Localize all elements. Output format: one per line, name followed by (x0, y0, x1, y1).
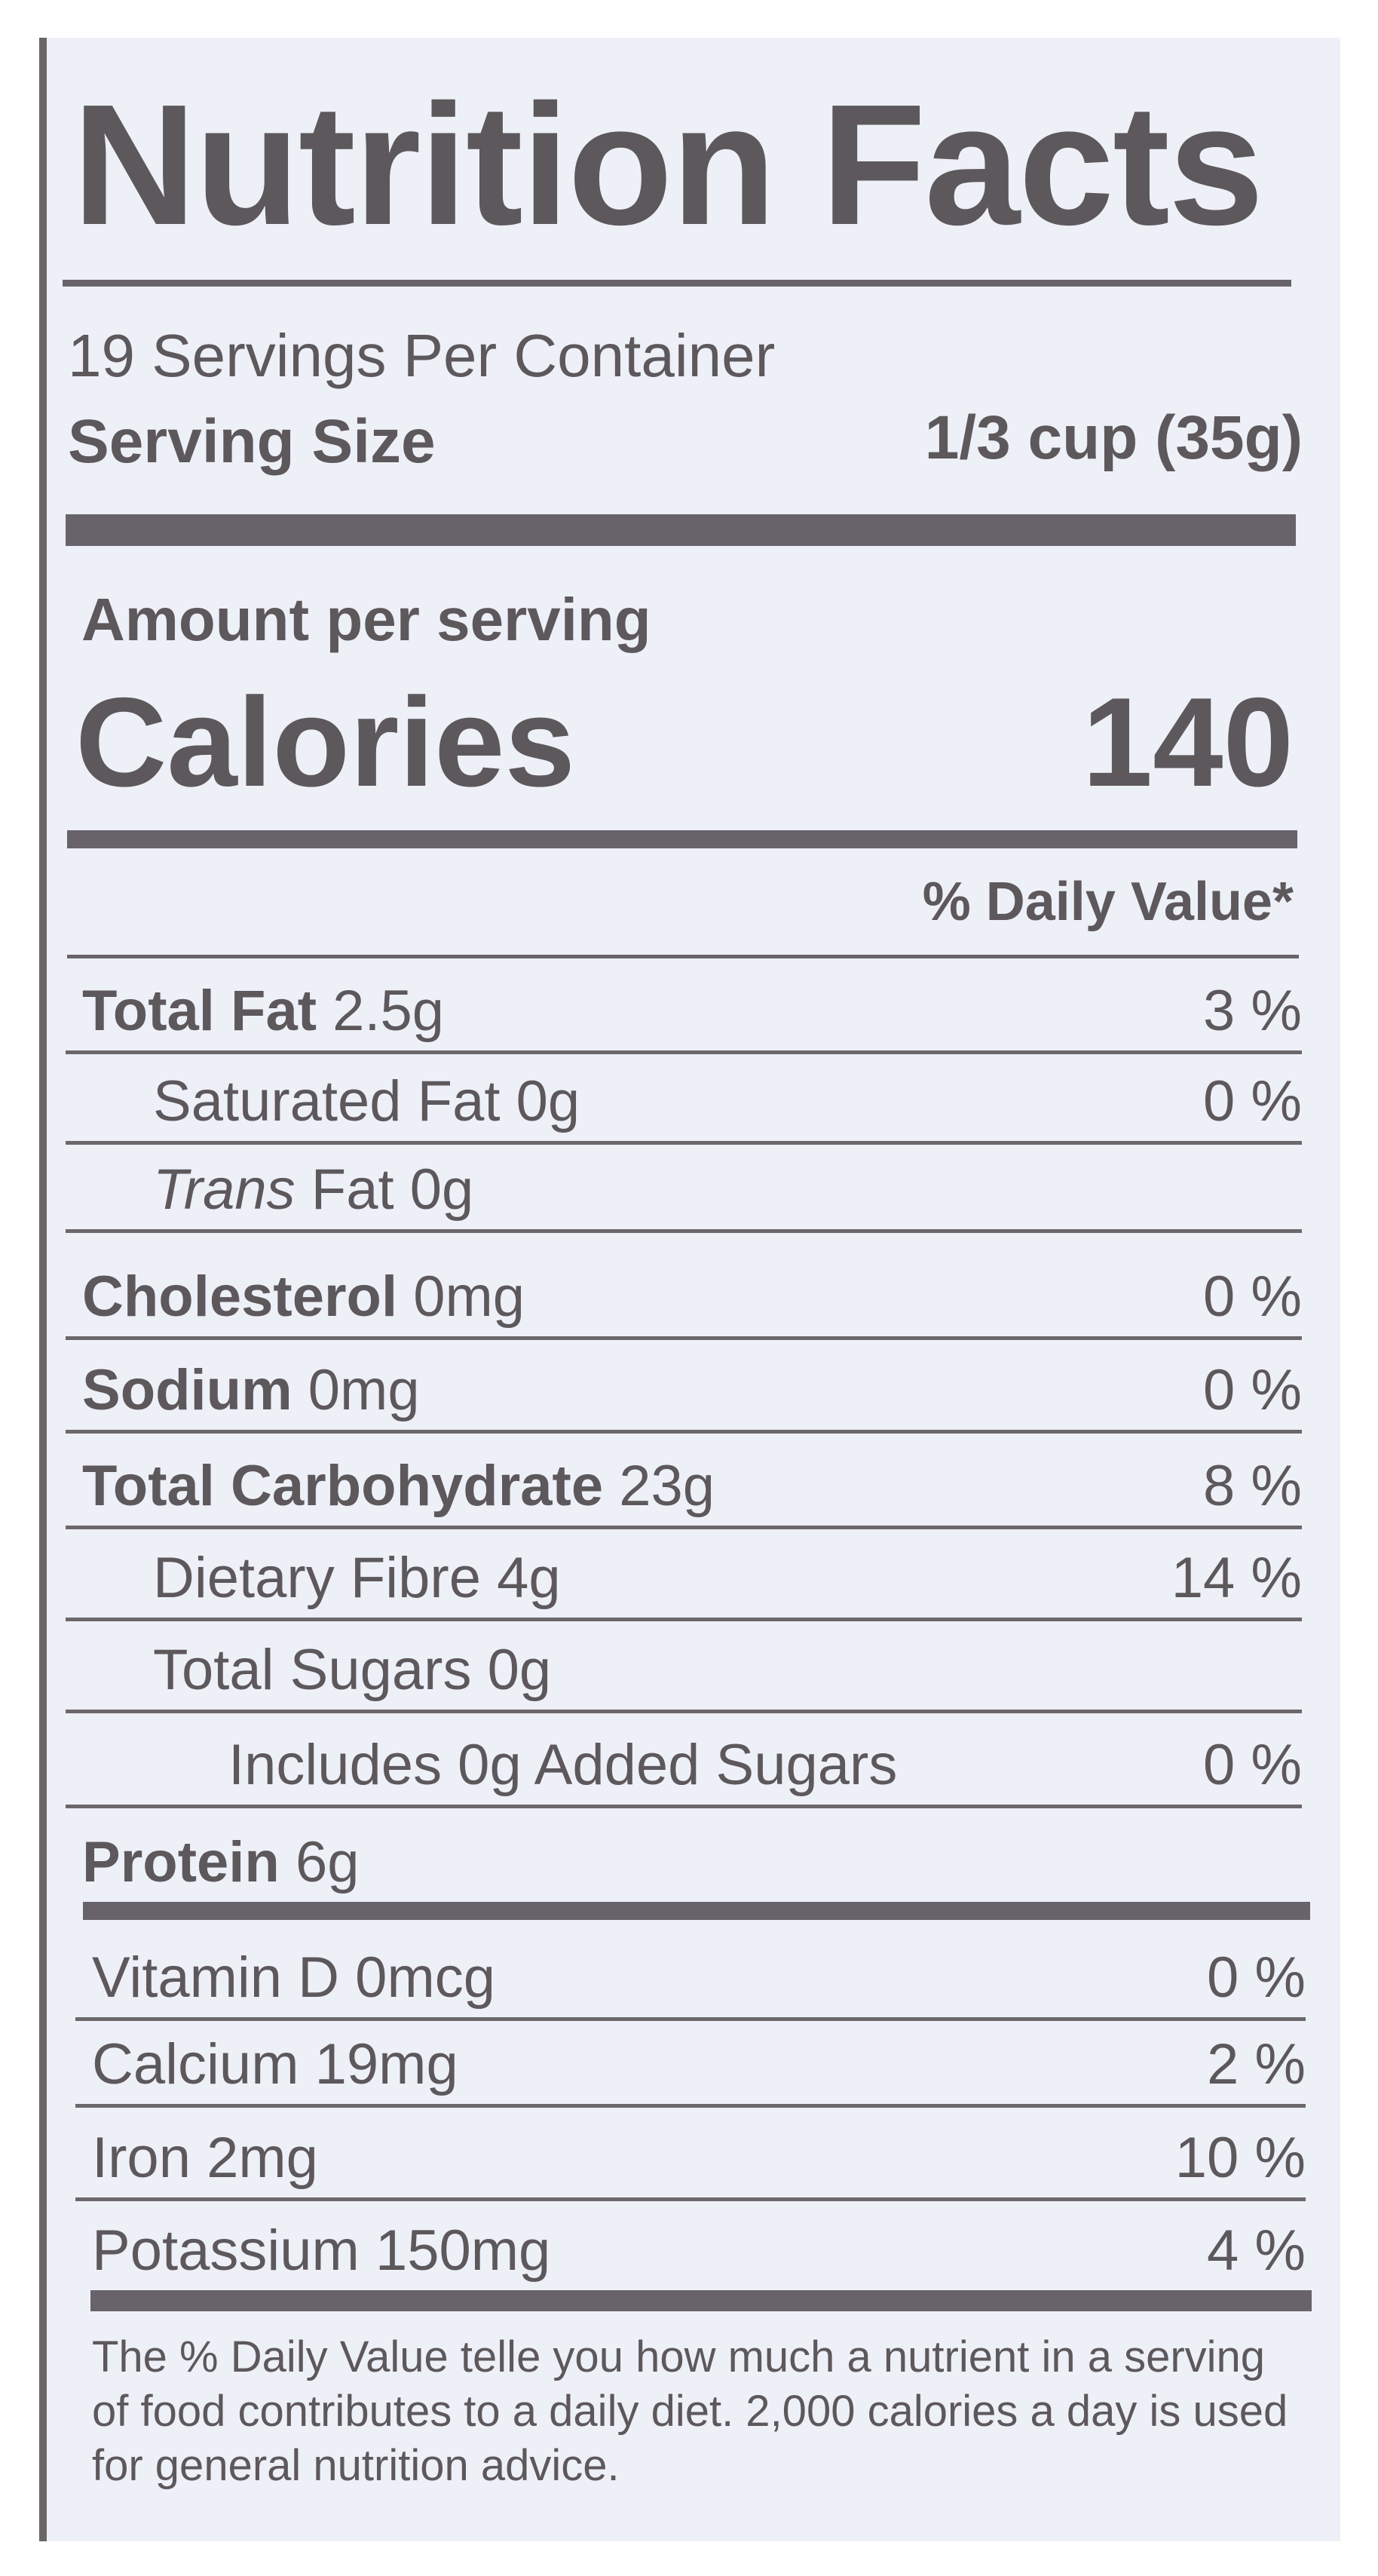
nutrient-name: Calcium (92, 2032, 299, 2096)
nutrient-row-trans-fat: Trans Fat 0g (66, 1145, 1302, 1233)
nutrient-dv: 2 % (1207, 2032, 1306, 2096)
nutrient-name: Protein (82, 1830, 280, 1894)
nutrient-dv: 8 % (1203, 1454, 1302, 1518)
nutrient-amount: 23g (619, 1454, 715, 1518)
nutrient-amount: 150mg (375, 2219, 551, 2283)
nutrient-amount: 6g (295, 1830, 360, 1894)
nutrient-row-sodium: Sodium 0mg 0 % (66, 1340, 1302, 1434)
medium-divider (67, 830, 1297, 848)
micronutrient-table: Vitamin D 0mcg 0 % Calcium 19mg 2 % Iron… (75, 1920, 1306, 2290)
micronutrient-row-potassium: Potassium 150mg 4 % (75, 2201, 1306, 2290)
daily-value-header: % Daily Value* (922, 872, 1294, 932)
nutrient-amount: 0mcg (355, 1946, 496, 2010)
calories-value: 140 (1082, 671, 1294, 813)
nutrient-row-dietary-fibre: Dietary Fibre 4g 14 % (66, 1529, 1302, 1621)
nutrient-row-cholesterol: Cholesterol 0mg 0 % (66, 1233, 1302, 1340)
nutrient-amount: 19mg (314, 2032, 458, 2096)
nutrient-dv: 0 % (1203, 1265, 1302, 1329)
nutrient-row-saturated-fat: Saturated Fat 0g 0 % (66, 1054, 1302, 1145)
nutrient-name: Includes 0g Added Sugars (228, 1733, 898, 1797)
micronutrient-row-calcium: Calcium 19mg 2 % (75, 2021, 1306, 2108)
nutrient-dv: 10 % (1174, 2126, 1306, 2190)
micronutrient-row-vitamin-d: Vitamin D 0mcg 0 % (75, 1920, 1306, 2021)
nutrient-amount: 0g (516, 1069, 580, 1133)
nutrient-amount: Fat 0g (311, 1158, 474, 1222)
nutrient-dv: 4 % (1207, 2219, 1306, 2283)
nutrient-amount: 4g (497, 1546, 561, 1610)
nutrient-name: Iron (92, 2126, 191, 2190)
nutrient-table: Total Fat 2.5g 3 % Saturated Fat 0g 0 % … (66, 958, 1302, 1902)
nutrient-name: Saturated Fat (153, 1069, 501, 1133)
nutrition-label-panel (39, 38, 1340, 2541)
nutrient-amount: 0mg (413, 1265, 525, 1329)
calories-label: Calories (75, 671, 575, 813)
nutrient-name: Vitamin D (92, 1946, 340, 2010)
nutrient-dv: 3 % (1203, 979, 1302, 1043)
nutrient-dv: 0 % (1203, 1733, 1302, 1797)
thin-divider (63, 280, 1291, 287)
nutrient-amount: 2mg (207, 2126, 318, 2190)
serving-size-value: 1/3 cup (35g) (924, 403, 1303, 472)
nutrient-name: Trans (153, 1158, 296, 1222)
thick-divider (66, 514, 1296, 546)
nutrient-dv: 14 % (1171, 1546, 1302, 1610)
servings-per-container: 19 Servings Per Container (68, 322, 776, 389)
nutrient-name: Dietary Fibre (153, 1546, 481, 1610)
nutrient-amount: 0mg (308, 1358, 420, 1422)
nutrient-name: Total Carbohydrate (82, 1454, 604, 1518)
amount-per-serving: Amount per serving (81, 586, 651, 653)
nutrient-row-added-sugars: Includes 0g Added Sugars 0 % (66, 1713, 1302, 1808)
serving-size-label: Serving Size (68, 407, 436, 476)
label-title: Nutrition Facts (72, 69, 1264, 261)
nutrient-name: Cholesterol (82, 1265, 398, 1329)
nutrient-row-total-sugars: Total Sugars 0g (66, 1621, 1302, 1713)
nutrient-dv: 0 % (1203, 1358, 1302, 1422)
thin-divider (67, 955, 1299, 958)
daily-value-footnote: The % Daily Value telle you how much a n… (92, 2332, 1288, 2490)
micronutrient-row-iron: Iron 2mg 10 % (75, 2108, 1306, 2201)
medium-divider (90, 2290, 1312, 2311)
nutrient-name: Total Fat (82, 979, 317, 1043)
nutrient-amount: 0g (487, 1638, 552, 1702)
nutrient-amount: 2.5g (332, 979, 445, 1043)
medium-divider (83, 1902, 1310, 1920)
nutrient-row-total-fat: Total Fat 2.5g 3 % (66, 958, 1302, 1054)
nutrient-name: Sodium (82, 1358, 292, 1422)
nutrient-row-total-carbohydrate: Total Carbohydrate 23g 8 % (66, 1434, 1302, 1529)
nutrient-row-protein: Protein 6g (66, 1808, 1302, 1902)
nutrient-dv: 0 % (1203, 1069, 1302, 1133)
nutrient-dv: 0 % (1207, 1946, 1306, 2010)
nutrient-name: Total Sugars (153, 1638, 472, 1702)
nutrient-name: Potassium (92, 2219, 360, 2283)
